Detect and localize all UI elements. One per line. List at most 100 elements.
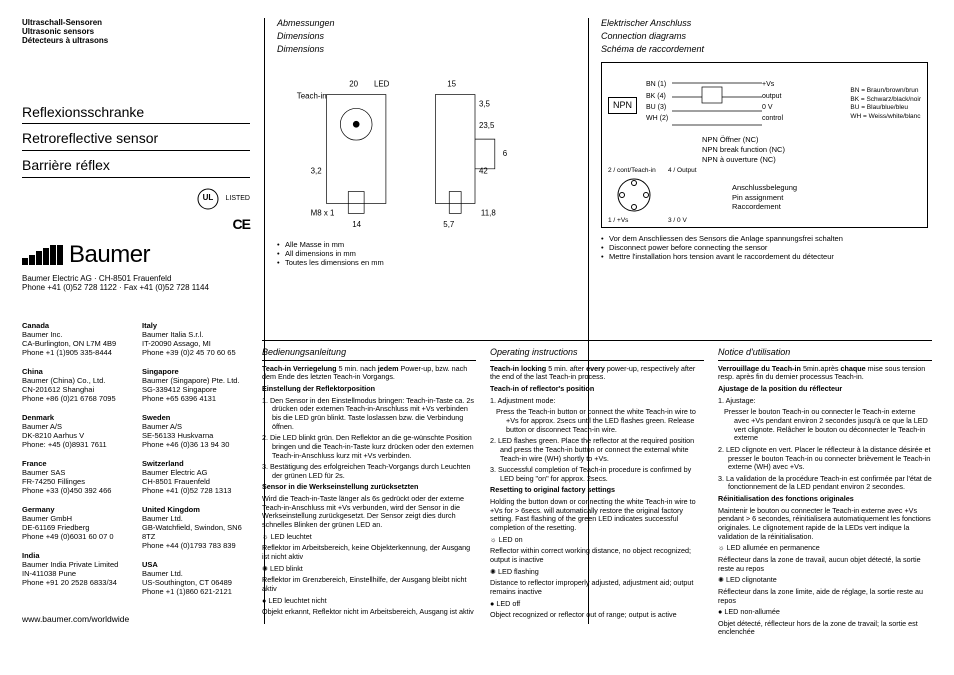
leg-bu: BU = Blau/blue/bleu [850, 104, 921, 112]
elec-h-en: Connection diagrams [601, 31, 928, 42]
fr-led-fl: LED clignotante [718, 576, 932, 585]
office-country: Sweden [142, 413, 242, 422]
office-line: Baumer (China) Co., Ltd. [22, 376, 122, 385]
en-s3: 3. Successful completion of Teach-in pro… [490, 466, 704, 483]
web-url: www.baumer.com/worldwide [22, 614, 250, 624]
svg-text:42: 42 [479, 167, 488, 176]
office-country: Canada [22, 321, 122, 330]
ce-row: CE [22, 216, 250, 233]
office-line: Phone +86 (0)21 6768 7095 [22, 394, 122, 403]
office-line: DE-61169 Friedberg [22, 523, 122, 532]
office-line: CH-8501 Frauenfeld [142, 477, 242, 486]
de-s3: 3. Bestätigung des erfolgreichen Teach-V… [262, 463, 476, 480]
logo-bars-icon [22, 245, 63, 265]
en-s1: Press the Teach-in button or connect the… [490, 408, 704, 434]
en-s2: 2. LED flashes green. Place the reflecto… [490, 437, 704, 463]
left-column: Ultraschall-Sensoren Ultrasonic sensors … [22, 18, 250, 624]
en-s0: 1. Adjustment mode: [490, 397, 704, 406]
instr-en: Operating instructions Teach-in locking … [490, 347, 704, 640]
warn-en: Disconnect power before connecting the s… [601, 243, 928, 252]
svg-text:M8 x 1: M8 x 1 [311, 209, 335, 218]
en-led-on: LED on [490, 536, 704, 545]
en-led-fl-d: Distance to reflector improperly adjuste… [490, 579, 704, 596]
office-country: Switzerland [142, 459, 242, 468]
dim-svg: Teach-in 20 LED 15 3,5 23,5 42 6 3,2 M8 … [277, 64, 574, 234]
en-led-fl: LED flashing [490, 568, 704, 577]
office-line: Baumer (Singapore) Pte. Ltd. [142, 376, 242, 385]
header-fr: Détecteurs à ultrasons [22, 36, 250, 45]
title-de: Reflexionsschranke [22, 98, 250, 125]
svg-text:LED: LED [374, 80, 390, 89]
out-ctrl: control [762, 113, 783, 124]
wire-outputs: +Vs output 0 V control [762, 79, 783, 124]
en-reset-h: Resetting to original factory settings [490, 485, 615, 494]
pin3: 3 / 0 V [668, 217, 687, 225]
instructions-row: Bedienungsanleitung Teach-in Verriegelun… [262, 340, 932, 640]
de-lock-b: Teach-in Verriegelung [262, 364, 337, 373]
cert-row: UL LISTED [22, 188, 250, 210]
fr-s0: 1. Ajustage: [718, 397, 932, 406]
en-pos-h: Teach-in of reflector's position [490, 384, 594, 393]
office-country: Singapore [142, 367, 242, 376]
wire-bu: BU (3) [646, 102, 668, 113]
office-line: Phone +44 (0)1793 783 839 [142, 541, 242, 550]
warnings: Vor dem Anschliessen des Sensors die Anl… [601, 234, 928, 261]
fr-reset: Maintenir le bouton ou connecter le Teac… [718, 507, 932, 542]
office-line: Baumer India Private Limited [22, 560, 122, 569]
office-line: Baumer A/S [142, 422, 242, 431]
fr-pos-h: Ajustage de la position du réflecteur [718, 384, 842, 393]
wire-legend: BN = Braun/brown/brun BK = Schwarz/black… [850, 87, 921, 121]
listed-label: LISTED [225, 195, 250, 203]
assign-de: Anschlussbelegung [732, 183, 797, 192]
leg-bk: BK = Schwarz/black/noir [850, 96, 921, 104]
office-line: SG-339412 Singapore [142, 385, 242, 394]
elec-h-de: Elektrischer Anschluss [601, 18, 928, 29]
ce-mark: CE [233, 216, 250, 233]
assign-en: Pin assignment [732, 193, 797, 202]
wire-bn: BN (1) [646, 79, 668, 90]
office-line: Baumer A/S [22, 422, 122, 431]
office-line: Baumer Ltd. [142, 569, 242, 578]
svg-text:5,7: 5,7 [443, 221, 454, 230]
wire-labels: BN (1) BK (4) BU (3) WH (2) [646, 79, 668, 124]
header-de: Ultraschall-Sensoren [22, 18, 250, 27]
dim-h-en: Dimensions [277, 31, 574, 42]
office-line: Baumer Electric AG [142, 468, 242, 477]
de-s1: 1. Den Sensor in den Einstellmodus bring… [262, 397, 476, 432]
pin-assignment: Anschlussbelegung Pin assignment Raccord… [732, 183, 797, 211]
instr-fr-h: Notice d'utilisation [718, 347, 932, 361]
en-led-on-d: Reflector within correct working distanc… [490, 547, 704, 564]
de-pos-h: Einstellung der Reflektorposition [262, 384, 375, 393]
note-en: All dimensions in mm [277, 249, 574, 258]
npn-box: NPN [608, 97, 637, 114]
npn-desc: NPN Öffner (NC) NPN break function (NC) … [702, 135, 785, 164]
de-reset: Wird die Teach-in-Taste länger als 6s ge… [262, 495, 476, 530]
logo-row: Baumer [22, 241, 250, 270]
office-line: Phone +1 (1)905 335-8444 [22, 348, 122, 357]
office-line: Phone +46 (0)36 13 94 30 [142, 440, 242, 449]
office-line: Phone +65 6396 4131 [142, 394, 242, 403]
de-led-on: LED leuchtet [262, 533, 476, 542]
svg-text:23,5: 23,5 [479, 122, 495, 131]
office-line: Phone +49 (0)6031 60 07 0 [22, 532, 122, 541]
office-line: Baumer Italia S.r.l. [142, 330, 242, 339]
npn-fr: NPN à ouverture (NC) [702, 155, 785, 165]
office-line: US-Southington, CT 06489 [142, 578, 242, 587]
warn-fr: Mettre l'installation hors tension avant… [601, 252, 928, 261]
office-line: Phone +41 (0)52 728 1313 [142, 486, 242, 495]
office-line: Baumer SAS [22, 468, 122, 477]
wire-wh: WH (2) [646, 113, 668, 124]
svg-text:11,8: 11,8 [481, 209, 496, 218]
de-led-off: LED leuchtet nicht [262, 597, 476, 606]
out-ov: 0 V [762, 102, 783, 113]
npn-de: NPN Öffner (NC) [702, 135, 785, 145]
note-de: Alle Masse in mm [277, 240, 574, 249]
title-en: Retroreflective sensor [22, 124, 250, 151]
elec-diagram-box: NPN BN (1) BK (4) BU (3) WH (2) +Vs outp… [601, 62, 928, 228]
dimension-diagram: Teach-in 20 LED 15 3,5 23,5 42 6 3,2 M8 … [277, 64, 574, 234]
header-en: Ultrasonic sensors [22, 27, 250, 36]
de-led-fl: LED blinkt [262, 565, 476, 574]
office-country: USA [142, 560, 242, 569]
de-reset-h: Sensor in die Werkseinstellung zurückset… [262, 482, 418, 491]
note-fr: Toutes les dimensions en mm [277, 258, 574, 267]
